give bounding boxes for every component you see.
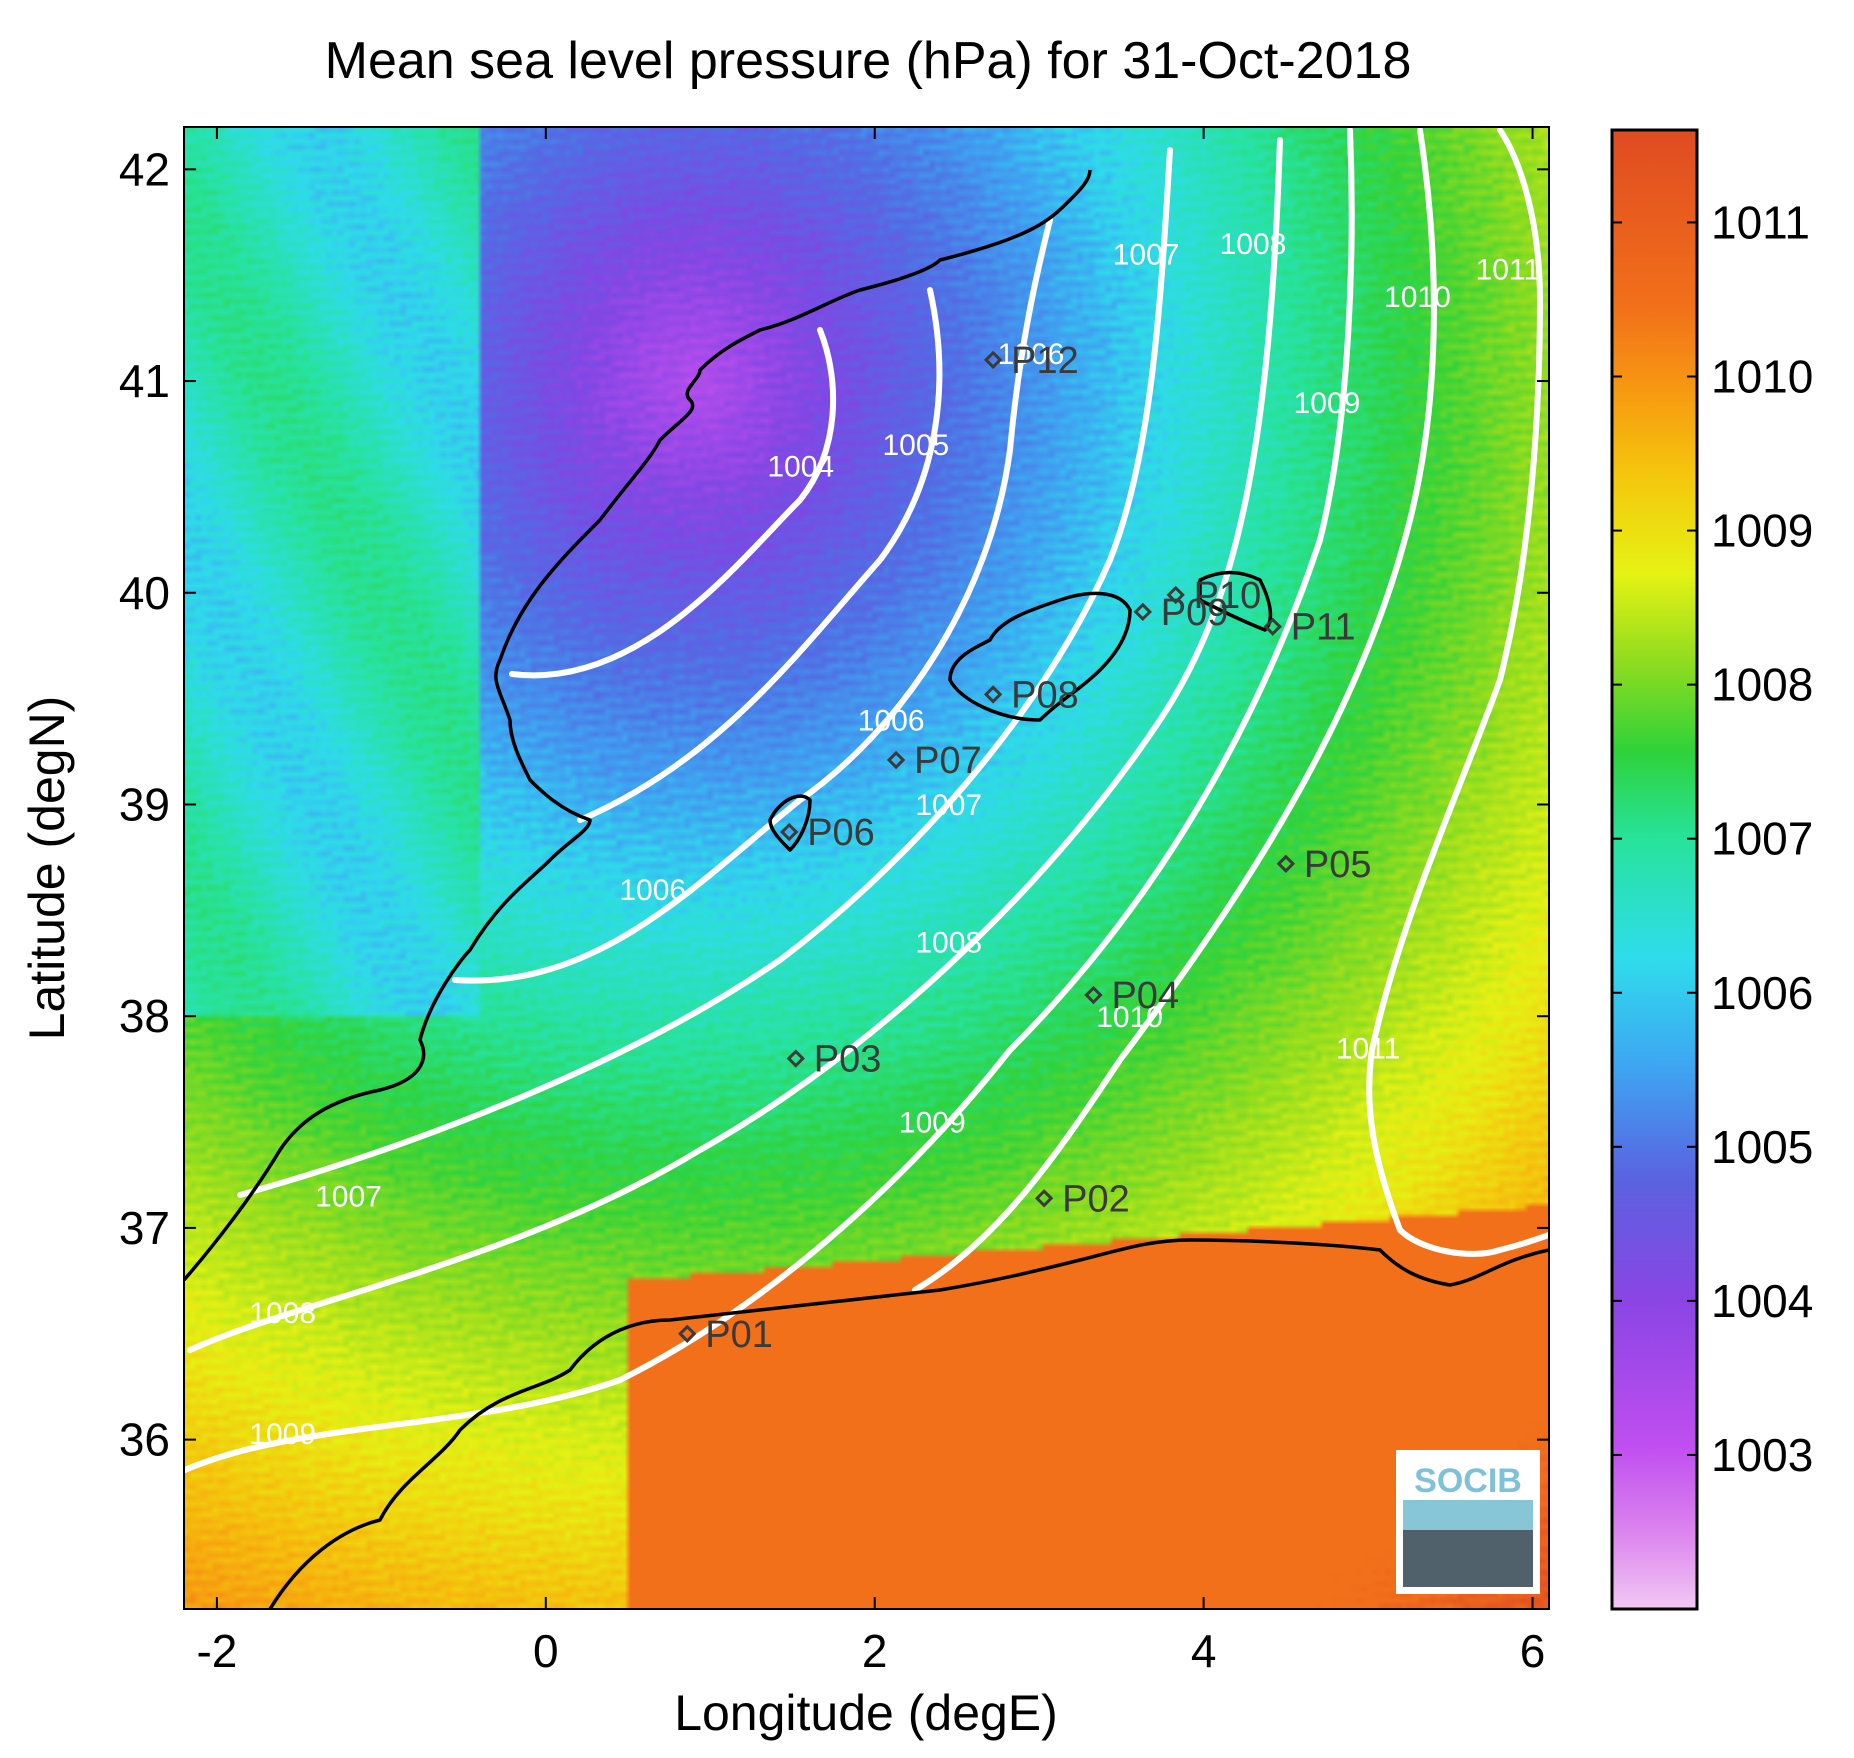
station-marker	[1276, 854, 1296, 873]
contour-line-1008	[187, 137, 1283, 1353]
contour-label: 1006	[619, 874, 686, 907]
station-marker	[886, 750, 906, 770]
contour-line-1005	[577, 287, 943, 823]
contour-label: 1009	[899, 1107, 966, 1140]
contour-label: 1006	[858, 704, 925, 737]
contour-line-1006a	[452, 217, 1053, 984]
y-tick-label: 36	[119, 1414, 170, 1466]
contour-label: 1004	[767, 450, 834, 483]
x-axis: -2 0 2 4 6	[196, 127, 1545, 1677]
y-axis-title: Latitude (degN)	[19, 696, 75, 1041]
colorbar-tick-label: 1011	[1711, 196, 1810, 248]
station-marker	[678, 1324, 697, 1343]
contour-label: 1009	[1294, 387, 1361, 420]
contour-label: 1008	[915, 927, 982, 960]
contour-label: 1005	[882, 429, 949, 462]
colorbar-tick-label: 1006	[1711, 967, 1813, 1019]
station-label: P07	[914, 740, 982, 782]
contour-label: 1010	[1096, 1001, 1163, 1034]
station-label: P08	[1011, 674, 1079, 716]
colorbar-tick-label: 1010	[1711, 351, 1813, 403]
station-marker	[1263, 617, 1282, 636]
y-tick-label: 37	[119, 1202, 170, 1254]
contour-line-1009	[184, 127, 1355, 1473]
colorbar: 1011 1010 1009 1008 1007 1006 1005 1004 1003	[1610, 128, 1813, 1611]
colorbar-ticks: 1011 1010 1009 1008 1007 1006 1005 1004 1003	[1612, 196, 1813, 1481]
contour-label: 1006	[998, 338, 1065, 371]
socib-logo: SOCIB	[1396, 1450, 1540, 1594]
x-tick-label: -2	[196, 1625, 237, 1677]
colorbar-tick-label: 1005	[1711, 1121, 1813, 1173]
contour-line-1011	[1366, 127, 1543, 1233]
y-tick-label: 39	[119, 778, 170, 830]
station-marker	[983, 685, 1003, 704]
colorbar-gradient	[1610, 128, 1699, 1611]
station-label: P12	[1011, 340, 1079, 382]
x-axis-title: Longitude (degE)	[674, 1685, 1058, 1741]
station-label: P04	[1111, 975, 1179, 1017]
colorbar-tick-label: 1004	[1711, 1275, 1813, 1327]
station-label: P03	[814, 1039, 882, 1081]
station-marker	[1133, 602, 1152, 622]
station-marker	[786, 1049, 805, 1068]
x-tick-label: 6	[1520, 1625, 1546, 1677]
contour-line-1011-east	[1397, 1227, 1549, 1257]
contour-label: 1011	[1336, 1033, 1401, 1066]
colorbar-tick-label: 1008	[1711, 659, 1813, 711]
pressure-field	[184, 127, 1549, 1609]
colorbar-tick-label: 1009	[1711, 505, 1813, 557]
coastline-minorca	[1198, 570, 1273, 632]
coastline-majorca	[948, 591, 1132, 722]
x-tick-label: 2	[862, 1625, 888, 1677]
station-label: P11	[1291, 607, 1356, 649]
y-tick-label: 41	[119, 355, 170, 407]
coastline-ibiza	[768, 794, 812, 852]
station-label: P02	[1062, 1178, 1130, 1220]
contour-label: 1007	[915, 789, 982, 822]
coastline	[184, 169, 1549, 1609]
contour-label: 1008	[1220, 228, 1287, 261]
y-tick-label: 42	[119, 143, 170, 195]
contour-line-1010	[912, 127, 1437, 1293]
station-marker	[983, 350, 1003, 370]
contour-label: 1010	[1384, 281, 1451, 314]
y-axis: 42 41 40 39 38 37 36	[119, 143, 1549, 1466]
colorbar-tick-label: 1007	[1711, 813, 1813, 865]
y-tick-label: 40	[119, 567, 170, 619]
contour-label: 1007	[315, 1181, 382, 1214]
station-marker	[1084, 985, 1103, 1005]
station-label: P05	[1304, 844, 1372, 886]
y-tick-label: 38	[119, 990, 170, 1042]
x-tick-label: 4	[1191, 1625, 1217, 1677]
contour-labels: 1004 1005 1006 1006 1006 1007 1007 1007 1008 1008…	[249, 228, 1540, 1451]
contour-label: 1007	[1113, 239, 1180, 272]
x-tick-label: 0	[533, 1625, 559, 1677]
coastline-iberia-east	[184, 169, 1092, 1282]
contour-line-1004	[509, 327, 837, 679]
contour-label: 1011	[1476, 253, 1541, 286]
contour-label: 1009	[249, 1418, 316, 1451]
plot-frame	[183, 126, 1550, 1610]
coastline-africa	[268, 1238, 1549, 1609]
colorbar-tick-label: 1003	[1711, 1429, 1813, 1481]
station-marker	[1034, 1189, 1054, 1208]
contour-label: 1008	[249, 1297, 316, 1330]
plot-area: 1004 1005 1006 1006 1006 1007 1007 1007 1008 1008…	[184, 127, 1549, 1609]
contour-lines	[184, 127, 1549, 1473]
station-label: P06	[807, 812, 875, 854]
station-marker	[780, 822, 799, 842]
contour-line-1007	[237, 147, 1173, 1198]
station-label: P10	[1194, 575, 1262, 617]
station-label: P01	[705, 1314, 773, 1356]
socib-logo-text: SOCIB	[1414, 1462, 1522, 1500]
chart-title: Mean sea level pressure (hPa) for 31-Oct…	[325, 32, 1412, 90]
station-marker	[1166, 585, 1185, 605]
